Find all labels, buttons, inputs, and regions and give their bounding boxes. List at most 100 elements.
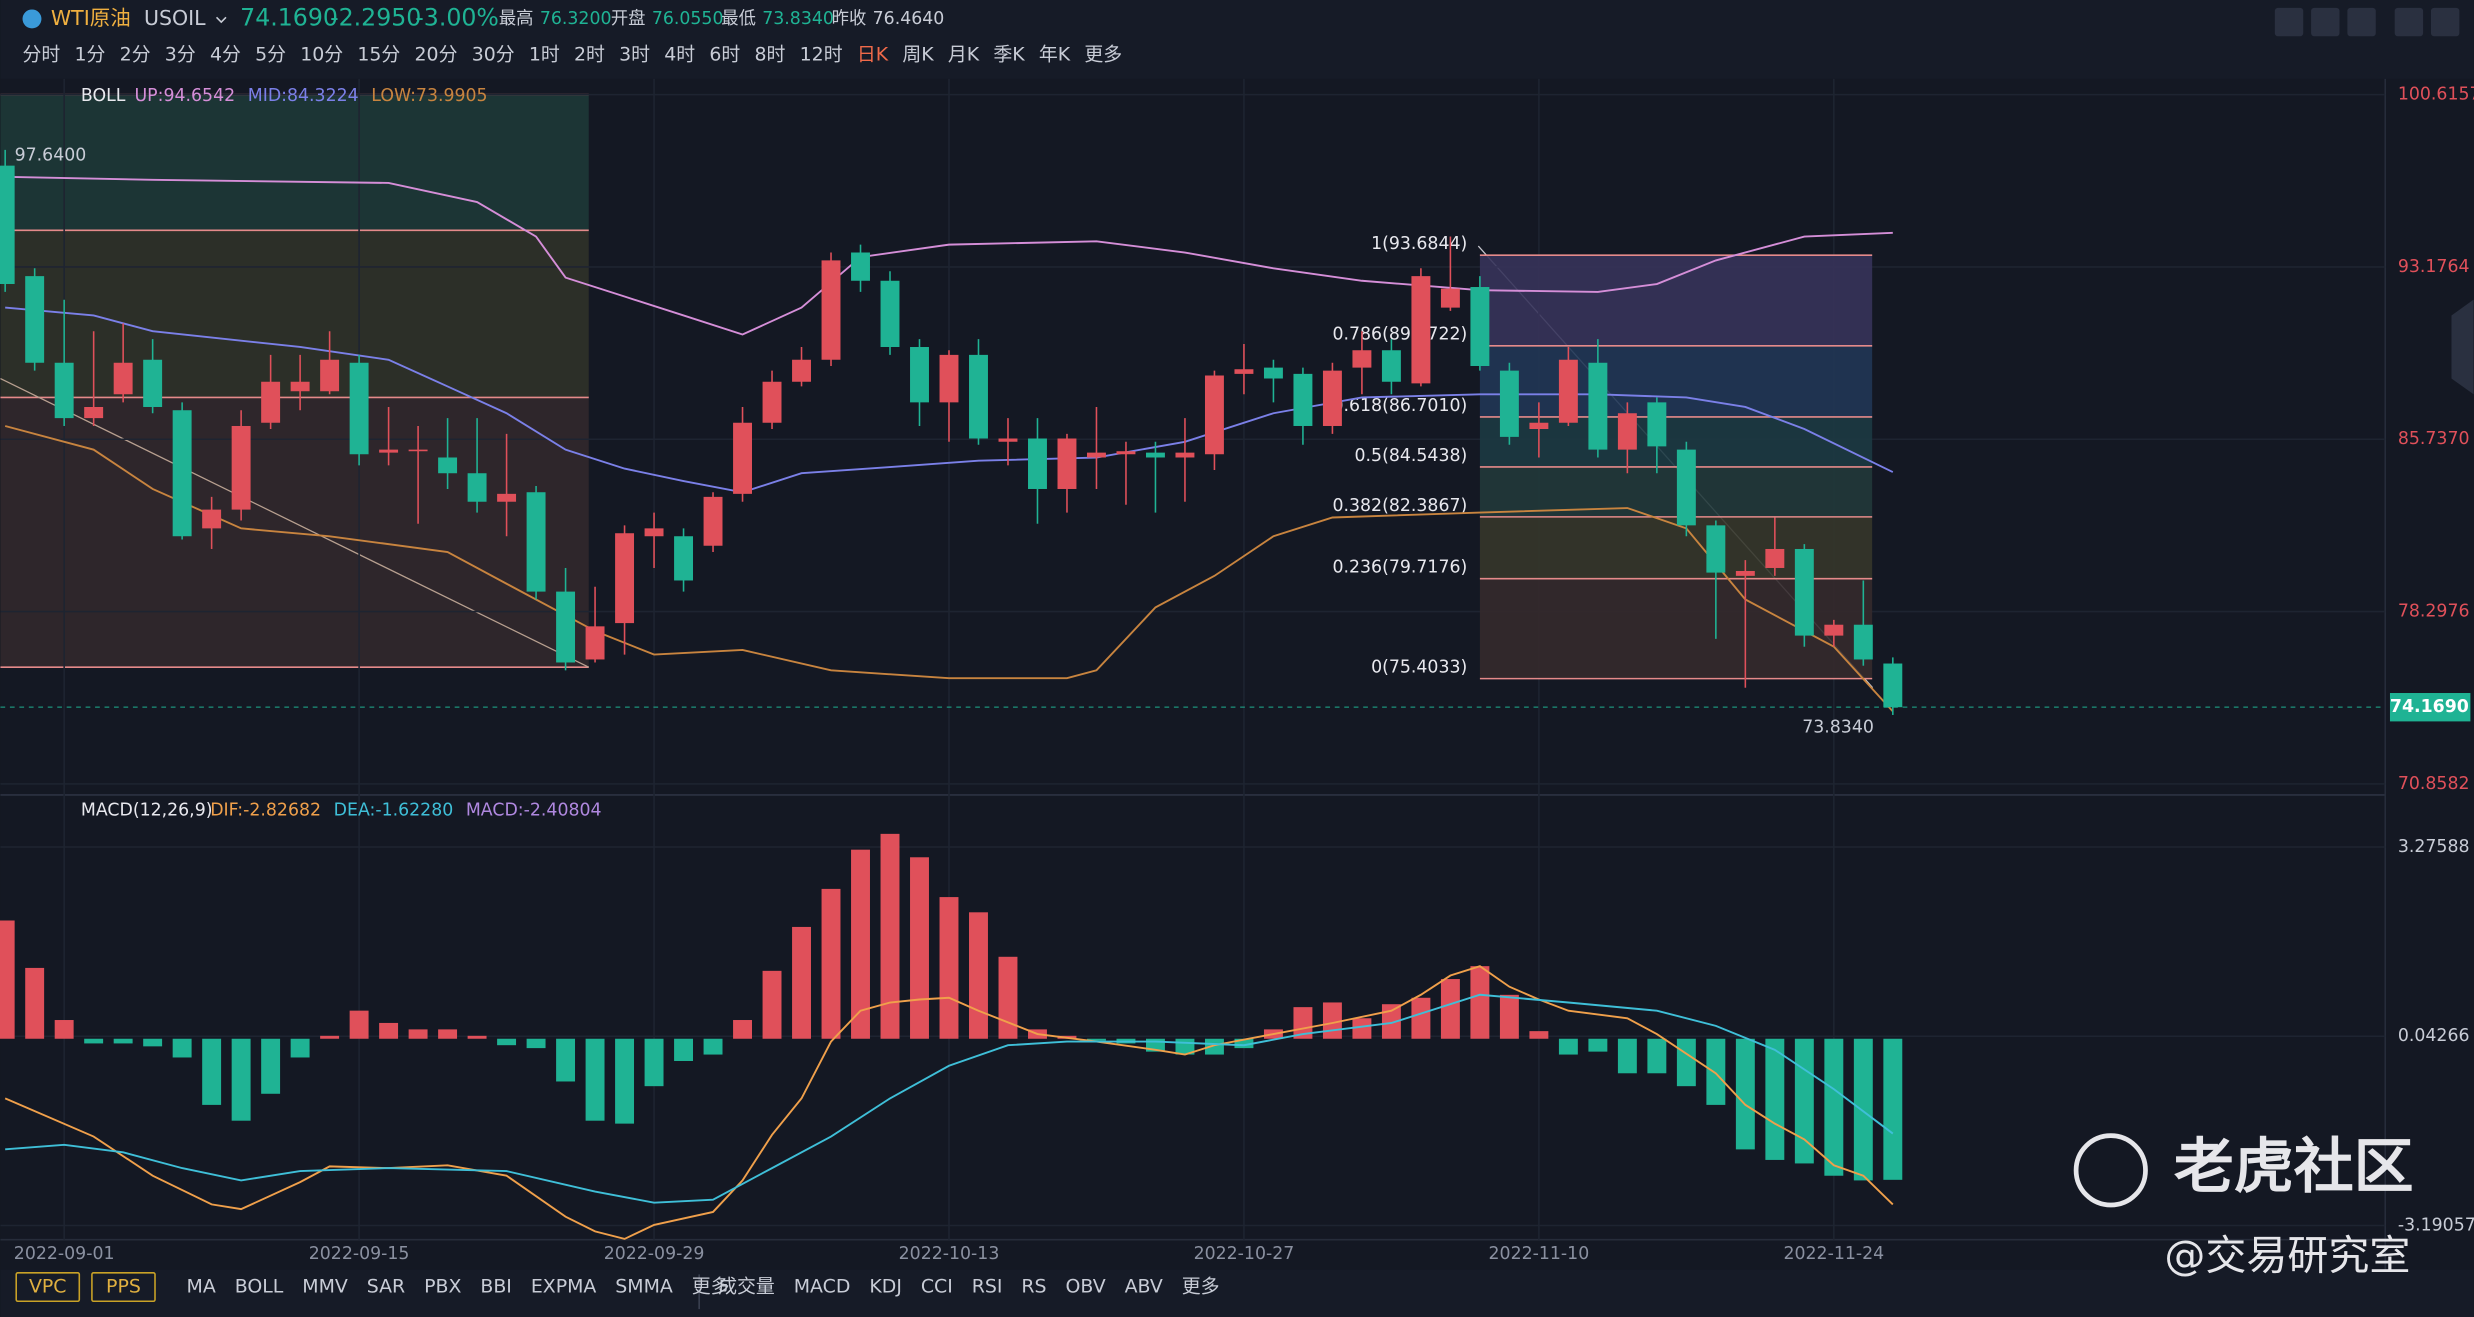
indicator[interactable]: MMV bbox=[302, 1276, 348, 1298]
watermark-handle: @交易研究室 bbox=[2164, 1232, 2410, 1280]
candle-body bbox=[1087, 452, 1106, 458]
indicator[interactable]: MACD bbox=[794, 1276, 851, 1298]
indicator[interactable]: BBI bbox=[480, 1276, 512, 1298]
candle-body bbox=[1293, 373, 1313, 426]
legend-title: BOLL bbox=[81, 86, 126, 106]
candle-body bbox=[556, 591, 576, 663]
candle-body bbox=[1381, 350, 1401, 382]
collapse-tab[interactable] bbox=[2451, 299, 2474, 395]
symbol-caret[interactable] bbox=[215, 16, 227, 24]
indicator[interactable]: MA bbox=[187, 1276, 216, 1298]
boll-line bbox=[5, 306, 1894, 494]
indicator[interactable]: KDJ bbox=[869, 1276, 902, 1298]
candle-body bbox=[1145, 452, 1165, 458]
timeframe[interactable]: 年K bbox=[1039, 44, 1071, 66]
candle-body bbox=[998, 438, 1018, 442]
candle-body bbox=[910, 347, 929, 403]
indicator[interactable]: OBV bbox=[1065, 1276, 1105, 1298]
y-tick-label: 0.04266 bbox=[2398, 1026, 2470, 1046]
x-tick-label: 2022-09-01 bbox=[14, 1244, 115, 1264]
timeframe[interactable]: 4时 bbox=[664, 44, 695, 66]
indicator[interactable]: PBX bbox=[424, 1276, 461, 1298]
indicator-button[interactable] bbox=[15, 1272, 81, 1303]
timeframe[interactable]: 20分 bbox=[415, 44, 458, 66]
timeframe[interactable]: 15分 bbox=[357, 44, 400, 66]
macd-bar bbox=[1676, 1038, 1696, 1087]
legend-entry: DIF:-2.82682 bbox=[210, 801, 321, 821]
tool-icon[interactable] bbox=[2274, 7, 2304, 37]
legend-entry: LOW:73.9905 bbox=[371, 86, 487, 106]
macd-bar bbox=[467, 1035, 487, 1039]
x-tick-label: 2022-09-29 bbox=[604, 1244, 705, 1264]
indicator-button-label[interactable]: VPC bbox=[29, 1276, 67, 1298]
header-low: 73.8340 bbox=[762, 9, 834, 29]
timeframe[interactable]: 季K bbox=[993, 44, 1025, 66]
timeframe[interactable]: 周K bbox=[902, 44, 934, 66]
timeframe[interactable]: 30分 bbox=[472, 44, 515, 66]
macd-bar bbox=[969, 912, 988, 1039]
macd-bar bbox=[526, 1038, 546, 1049]
x-tick-label: 2022-09-15 bbox=[309, 1244, 410, 1264]
candle-body bbox=[969, 354, 988, 439]
indicator[interactable]: RSI bbox=[972, 1276, 1003, 1298]
indicator[interactable]: RS bbox=[1021, 1276, 1046, 1298]
indicator[interactable]: EXPMA bbox=[531, 1276, 597, 1298]
timeframe[interactable]: 1时 bbox=[529, 44, 560, 66]
candle-body bbox=[674, 536, 694, 581]
y-tick-label: 3.27588 bbox=[2398, 837, 2470, 857]
header-high-label: 最高 bbox=[499, 9, 534, 29]
indicator[interactable]: ABV bbox=[1125, 1276, 1163, 1298]
indicator[interactable]: SMMA bbox=[615, 1276, 673, 1298]
timeframe[interactable]: 12时 bbox=[800, 44, 843, 66]
candle-body bbox=[290, 381, 310, 392]
macd-bar bbox=[1499, 994, 1519, 1039]
indicator[interactable]: SAR bbox=[367, 1276, 405, 1298]
indicator-button-label[interactable]: PPS bbox=[106, 1276, 141, 1298]
low-marker: 73.8340 bbox=[1802, 718, 1874, 738]
timeframe[interactable]: 6时 bbox=[709, 44, 740, 66]
macd-bar bbox=[202, 1038, 222, 1105]
indicator[interactable]: 成交量 bbox=[718, 1276, 775, 1298]
candle-body bbox=[143, 359, 163, 407]
fib-zone bbox=[1479, 345, 1873, 417]
timeframe[interactable]: 更多 bbox=[1084, 44, 1122, 66]
fib-zone bbox=[1479, 466, 1873, 517]
fib-zone bbox=[1479, 255, 1873, 346]
tool-icon[interactable] bbox=[2311, 7, 2340, 37]
header-change-pct: -3.00% bbox=[415, 3, 499, 31]
timeframe[interactable]: 日K bbox=[857, 44, 889, 66]
timeframe[interactable]: 3分 bbox=[165, 44, 196, 66]
indicator[interactable]: CCI bbox=[921, 1276, 953, 1298]
fib-label: 0.786(89.7722) bbox=[1332, 325, 1467, 345]
candle-body bbox=[1322, 370, 1342, 426]
macd-bar bbox=[1706, 1038, 1726, 1105]
timeframe[interactable]: 5分 bbox=[255, 44, 286, 66]
indicator[interactable]: BOLL bbox=[235, 1276, 284, 1298]
timeframe[interactable]: 3时 bbox=[619, 44, 650, 66]
boll-line bbox=[5, 175, 1893, 336]
timeframe[interactable]: 2时 bbox=[574, 44, 605, 66]
candle-body bbox=[585, 626, 605, 660]
macd-bar bbox=[556, 1038, 576, 1082]
timeframe[interactable]: 月K bbox=[948, 44, 980, 66]
indicator[interactable]: 更多 bbox=[692, 1276, 730, 1298]
tool-icon[interactable] bbox=[2394, 7, 2424, 37]
timeframe[interactable]: 分时 bbox=[23, 44, 61, 66]
fib-label: 0.236(79.7176) bbox=[1332, 558, 1467, 578]
timeframe[interactable]: 10分 bbox=[300, 44, 343, 66]
header-price: 74.1690 bbox=[240, 3, 338, 31]
macd-bar bbox=[1588, 1038, 1608, 1052]
macd-bar bbox=[792, 926, 811, 1039]
candle-body bbox=[880, 280, 900, 348]
tool-icon[interactable] bbox=[2347, 7, 2376, 37]
timeframe[interactable]: 8时 bbox=[755, 44, 786, 66]
timeframe[interactable]: 2分 bbox=[120, 44, 151, 66]
tool-icon[interactable] bbox=[2430, 7, 2460, 37]
header-symbol: USOIL bbox=[144, 6, 206, 30]
indicator[interactable]: 更多 bbox=[1182, 1276, 1220, 1298]
indicator-button[interactable] bbox=[91, 1272, 156, 1303]
timeframe[interactable]: 4分 bbox=[210, 44, 241, 66]
timeframe[interactable]: 1分 bbox=[75, 44, 106, 66]
macd-bar bbox=[821, 888, 841, 1039]
fib-label: 1(93.6844) bbox=[1371, 234, 1467, 254]
